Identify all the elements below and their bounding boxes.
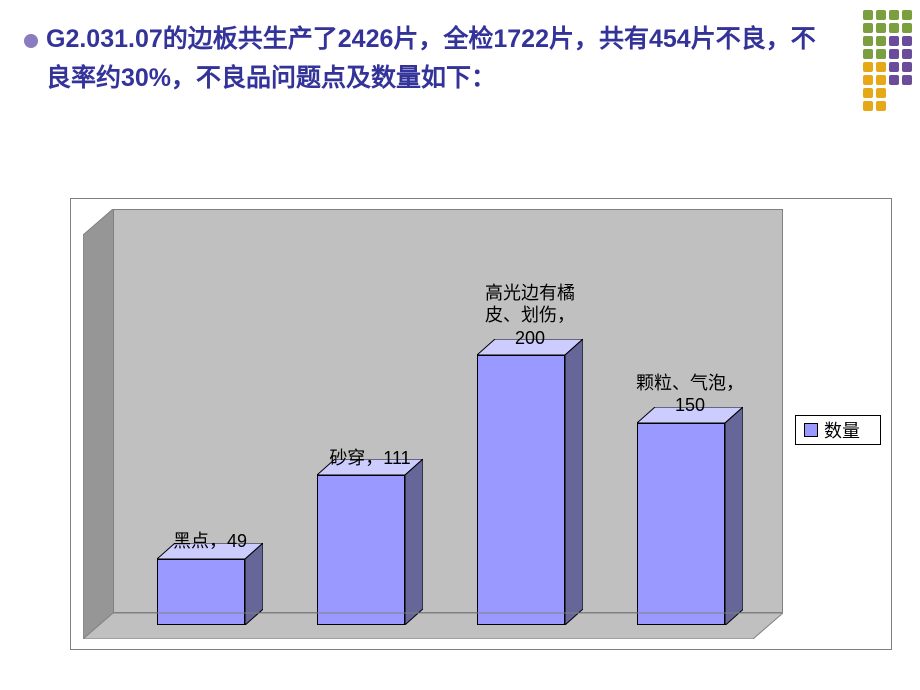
chart-container: 黑点，49 砂穿，111 高光边有橘 皮、划伤， 200颗粒、气泡， 150 数量	[70, 198, 892, 650]
bar-label-2: 高光边有橘 皮、划伤， 200	[450, 282, 610, 350]
chart-legend: 数量	[795, 415, 881, 445]
bar-label-0: 黑点，49	[130, 530, 290, 553]
chart-sidewall	[83, 209, 113, 639]
bar-3	[637, 407, 743, 626]
decor-dot-grid	[863, 10, 912, 163]
title-bullet	[24, 34, 38, 48]
slide-title: G2.031.07的边板共生产了2426片，全检1722片，共有454片不良，不…	[46, 20, 836, 98]
bar-label-1: 砂穿，111	[290, 447, 450, 470]
chart-plot-area: 黑点，49 砂穿，111 高光边有橘 皮、划伤， 200颗粒、气泡， 150	[83, 209, 783, 639]
bar-0	[157, 543, 263, 625]
bar-2	[477, 339, 583, 625]
legend-label: 数量	[824, 417, 860, 443]
slide: G2.031.07的边板共生产了2426片，全检1722片，共有454片不良，不…	[0, 0, 920, 690]
bar-label-3: 颗粒、气泡， 150	[610, 372, 770, 417]
bar-1	[317, 459, 423, 625]
legend-swatch	[804, 423, 818, 437]
